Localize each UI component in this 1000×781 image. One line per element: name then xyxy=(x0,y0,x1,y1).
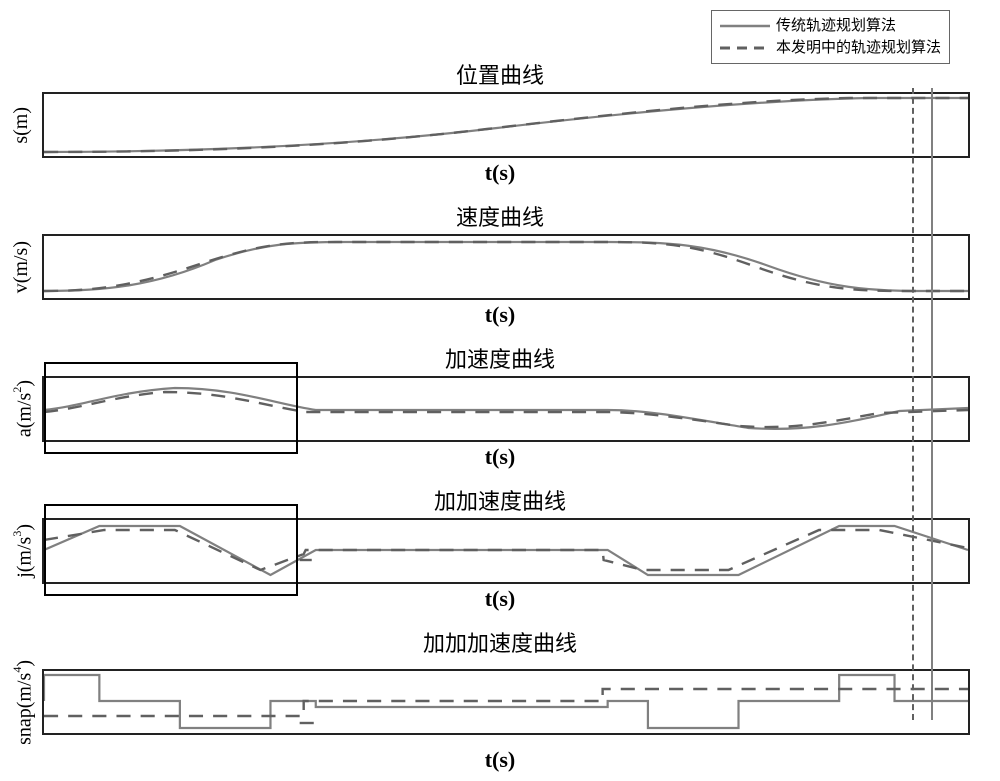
legend: 传统轨迹规划算法 本发明中的轨迹规划算法 xyxy=(711,10,950,64)
legend-item-solid: 传统轨迹规划算法 xyxy=(720,15,941,37)
vline-dash xyxy=(912,88,914,720)
curve-dash-4 xyxy=(44,689,968,716)
curve-solid-2 xyxy=(44,388,968,429)
chart-svg-3 xyxy=(44,520,968,582)
panel-jerk: 加加速度曲线 j(m/s3) t(s) xyxy=(10,484,990,612)
panel-velocity: 速度曲线 v(m/s) t(s) xyxy=(10,200,990,328)
panel-title-4: 加加加速度曲线 xyxy=(10,626,990,658)
xlabel-3: t(s) xyxy=(10,586,990,612)
panel-acceleration: 加速度曲线 a(m/s2) t(s) xyxy=(10,342,990,470)
chart-box-4 xyxy=(42,669,970,735)
curve-dash-0 xyxy=(44,98,968,152)
panel-title-2: 加速度曲线 xyxy=(10,342,990,374)
chart-box-2 xyxy=(42,376,970,442)
ylabel-0: s(m) xyxy=(10,107,42,144)
chart-svg-0 xyxy=(44,94,968,156)
ylabel-3: j(m/s3) xyxy=(10,524,42,578)
legend-item-dash: 本发明中的轨迹规划算法 xyxy=(720,37,941,59)
xlabel-4: t(s) xyxy=(10,747,990,773)
chart-box-1 xyxy=(42,234,970,300)
xlabel-0: t(s) xyxy=(10,160,990,186)
panel-snap: 加加加速度曲线 snap(m/s4) t(s) xyxy=(10,626,990,773)
panel-position: 位置曲线 s(m) t(s) xyxy=(10,58,990,186)
ylabel-2: a(m/s2) xyxy=(10,380,42,437)
ylabel-1: v(m/s) xyxy=(10,241,42,293)
chart-svg-4 xyxy=(44,671,968,733)
figure-container: 传统轨迹规划算法 本发明中的轨迹规划算法 位置曲线 s(m) t(s) xyxy=(10,10,990,771)
curve-solid-3 xyxy=(44,526,968,575)
curve-solid-1 xyxy=(44,242,968,291)
chart-box-3 xyxy=(42,518,970,584)
chart-box-0 xyxy=(42,92,970,158)
legend-label-solid: 传统轨迹规划算法 xyxy=(776,15,896,37)
xlabel-2: t(s) xyxy=(10,444,990,470)
vline-solid xyxy=(931,88,933,720)
panel-title-3: 加加速度曲线 xyxy=(10,484,990,516)
legend-label-dash: 本发明中的轨迹规划算法 xyxy=(776,37,941,59)
xlabel-1: t(s) xyxy=(10,302,990,328)
curve-solid-0 xyxy=(44,98,968,152)
legend-swatch-solid xyxy=(720,16,770,36)
ylabel-4: snap(m/s4) xyxy=(10,660,42,745)
legend-swatch-dash xyxy=(720,38,770,58)
chart-svg-2 xyxy=(44,378,968,440)
chart-svg-1 xyxy=(44,236,968,298)
curve-solid-4 xyxy=(44,675,968,728)
panel-title-1: 速度曲线 xyxy=(10,200,990,232)
